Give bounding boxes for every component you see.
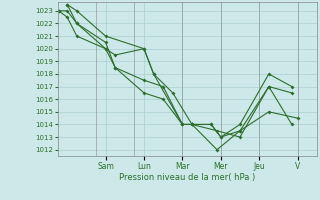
X-axis label: Pression niveau de la mer( hPa ): Pression niveau de la mer( hPa ) [119, 173, 255, 182]
